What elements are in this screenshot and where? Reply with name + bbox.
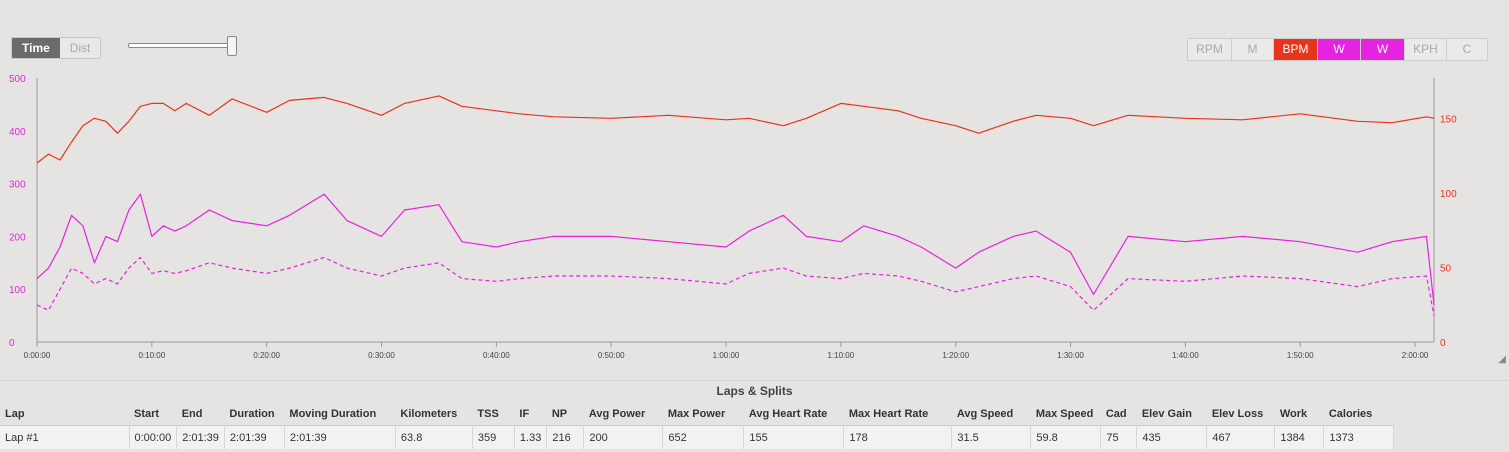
- x-tick-label: 1:10:00: [828, 351, 855, 360]
- slider-track[interactable]: [128, 43, 234, 48]
- metric-button-w[interactable]: W: [1361, 39, 1405, 60]
- table-cell: 59.8: [1030, 425, 1102, 449]
- y-left-tick-label: 100: [9, 285, 26, 296]
- column-header[interactable]: Elev Gain: [1136, 403, 1207, 426]
- table-cell: 63.8: [395, 425, 473, 449]
- column-header[interactable]: Avg Speed: [951, 403, 1031, 426]
- x-tick-label: 0:20:00: [253, 351, 280, 360]
- column-header[interactable]: Max Power: [662, 403, 744, 426]
- y-right-tick-label: 100: [1440, 189, 1457, 200]
- table-cell: 2:01:39: [284, 425, 396, 449]
- table-cell: 216: [546, 425, 585, 449]
- metric-button-c[interactable]: C: [1447, 39, 1487, 60]
- series-line-0: [36, 95, 1435, 164]
- table-cell: 435: [1136, 425, 1208, 449]
- metric-button-kph[interactable]: KPH: [1405, 39, 1447, 60]
- table-cell: 200: [583, 425, 664, 449]
- table-cell: 1.33: [514, 425, 548, 449]
- column-header[interactable]: Duration: [224, 403, 285, 426]
- table-header-row: Lap Start End Duration Moving Duration Kilome…: [0, 403, 1394, 426]
- x-tick-label: 1:30:00: [1057, 351, 1084, 360]
- y-left-tick-label: 200: [9, 232, 26, 243]
- y-left-tick-label: 300: [9, 180, 26, 191]
- table-cell: 1373: [1323, 425, 1395, 449]
- column-header[interactable]: Avg Heart Rate: [743, 403, 844, 426]
- x-tick-label: 1:00:00: [713, 351, 740, 360]
- slider-handle[interactable]: [227, 36, 237, 56]
- series-line-2: [36, 256, 1435, 316]
- column-header[interactable]: NP: [546, 403, 584, 426]
- x-tick-label: 0:10:00: [138, 351, 165, 360]
- column-header[interactable]: End: [176, 403, 225, 426]
- table-cell: 2:01:39: [224, 425, 285, 449]
- table-cell: 75: [1100, 425, 1138, 449]
- y-left-tick-label: 500: [9, 74, 26, 85]
- column-header[interactable]: Calories: [1323, 403, 1394, 426]
- laps-splits-header: Laps & Splits: [0, 380, 1509, 401]
- table-row[interactable]: Lap #1 0:00:00 2:01:39 2:01:39 2:01:39 63.8 35…: [0, 425, 1395, 449]
- x-tick-label: 0:30:00: [368, 351, 395, 360]
- column-header[interactable]: IF: [514, 403, 547, 426]
- resize-grip-icon[interactable]: ◢: [1498, 354, 1506, 365]
- x-tick-label: 2:00:00: [1402, 351, 1429, 360]
- dist-toggle[interactable]: Dist: [59, 38, 101, 58]
- metric-button-m[interactable]: M: [1232, 39, 1274, 60]
- metric-button-rpm[interactable]: RPM: [1188, 39, 1232, 60]
- y-left-tick-label: 0: [9, 338, 15, 349]
- x-tick-label: 1:50:00: [1287, 351, 1314, 360]
- time-dist-toggle[interactable]: Time Dist: [11, 37, 102, 59]
- column-header[interactable]: Max Speed: [1030, 403, 1101, 426]
- table-cell: 359: [472, 425, 515, 449]
- y-right-tick-label: 0: [1440, 338, 1446, 349]
- y-right-tick-label: 50: [1440, 263, 1452, 274]
- metric-button-w[interactable]: W: [1318, 39, 1361, 60]
- table-cell: 2:01:39: [176, 425, 225, 449]
- metric-button-bpm[interactable]: BPM: [1274, 39, 1318, 60]
- workout-chart: 0:00:00 0:10:00 0:20:00 0:30:00 0:40:00 0:50:…: [9, 74, 1457, 360]
- x-tick-label: 0:40:00: [483, 351, 510, 360]
- table-cell: Lap #1: [0, 425, 130, 449]
- table-cell: 0:00:00: [129, 425, 178, 449]
- column-header[interactable]: Lap: [0, 403, 129, 426]
- x-tick-label: 1:20:00: [942, 351, 969, 360]
- y-right-tick-label: 150: [1440, 114, 1457, 125]
- table-cell: 178: [843, 425, 953, 449]
- column-header[interactable]: Max Heart Rate: [843, 403, 952, 426]
- column-header[interactable]: Work: [1274, 403, 1324, 426]
- column-header[interactable]: TSS: [472, 403, 515, 426]
- column-header[interactable]: Start: [129, 403, 177, 426]
- column-header[interactable]: Cad: [1100, 403, 1137, 426]
- x-tick-label: 0:50:00: [598, 351, 625, 360]
- column-header[interactable]: Elev Loss: [1206, 403, 1275, 426]
- table-cell: 1384: [1274, 425, 1325, 449]
- laps-table: Lap Start End Duration Moving Duration Kilome…: [0, 403, 1395, 449]
- time-toggle[interactable]: Time: [12, 38, 60, 58]
- table-cell: 155: [743, 425, 845, 449]
- table-cell: 467: [1206, 425, 1276, 449]
- y-left-tick-label: 400: [9, 127, 26, 138]
- metric-toggle-group: RPM M BPM W W KPH C: [1187, 38, 1488, 61]
- table-cell: 652: [662, 425, 745, 449]
- column-header[interactable]: Avg Power: [583, 403, 663, 426]
- column-header[interactable]: Kilometers: [395, 403, 473, 426]
- smoothing-slider[interactable]: [128, 36, 238, 56]
- column-header[interactable]: Moving Duration: [284, 403, 396, 426]
- table-cell: 31.5: [951, 425, 1032, 449]
- x-tick-label: 1:40:00: [1172, 351, 1199, 360]
- x-tick-label: 0:00:00: [24, 351, 51, 360]
- series-line-1: [36, 193, 1435, 306]
